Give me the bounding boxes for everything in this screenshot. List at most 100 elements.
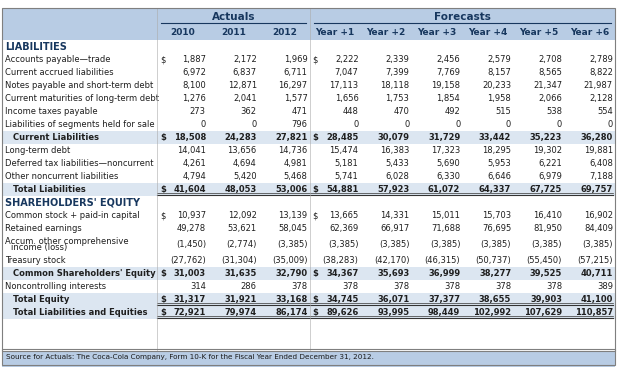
Text: $: $ [160, 295, 166, 304]
Bar [2, 40, 615, 53]
Bar [2, 267, 615, 280]
Text: 2,128: 2,128 [589, 94, 613, 103]
Text: 2,789: 2,789 [589, 55, 613, 64]
Text: Total Equity: Total Equity [13, 295, 69, 304]
Text: 16,383: 16,383 [380, 146, 410, 155]
Text: 17,113: 17,113 [329, 81, 358, 90]
Text: Year +6: Year +6 [570, 28, 609, 37]
Text: 6,646: 6,646 [487, 172, 511, 181]
Text: 8,565: 8,565 [538, 68, 562, 77]
Bar [2, 8, 615, 351]
Text: 8,100: 8,100 [182, 81, 206, 90]
Text: $: $ [160, 133, 166, 142]
Text: 378: 378 [444, 282, 460, 291]
Text: 53,006: 53,006 [275, 185, 308, 194]
Text: 378: 378 [495, 282, 511, 291]
Text: 5,181: 5,181 [335, 159, 358, 168]
Text: (38,283): (38,283) [323, 256, 358, 265]
Text: 110,857: 110,857 [575, 308, 613, 317]
Text: 57,923: 57,923 [377, 185, 410, 194]
Text: 378: 378 [342, 282, 358, 291]
Text: 0: 0 [201, 120, 206, 129]
Bar [2, 196, 615, 209]
Text: Year +2: Year +2 [366, 28, 405, 37]
Text: 0: 0 [608, 120, 613, 129]
Text: (3,385): (3,385) [481, 240, 511, 249]
Text: 67,725: 67,725 [530, 185, 562, 194]
Text: 76,695: 76,695 [482, 224, 511, 233]
Text: 19,302: 19,302 [533, 146, 562, 155]
Text: 492: 492 [445, 107, 460, 116]
Text: (57,215): (57,215) [578, 256, 613, 265]
Bar [2, 349, 615, 365]
Text: 0: 0 [252, 120, 257, 129]
Text: 6,711: 6,711 [284, 68, 308, 77]
Text: 378: 378 [292, 282, 308, 291]
Text: Accum. other comprehensive: Accum. other comprehensive [5, 237, 128, 246]
Text: 58,045: 58,045 [279, 224, 308, 233]
Text: 19,881: 19,881 [584, 146, 613, 155]
Bar [2, 222, 615, 235]
Text: 2011: 2011 [221, 28, 246, 37]
Text: 6,837: 6,837 [233, 68, 257, 77]
Text: 89,626: 89,626 [326, 308, 358, 317]
Bar [2, 235, 615, 254]
Text: $: $ [313, 133, 318, 142]
Text: 7,047: 7,047 [334, 68, 358, 77]
Text: 470: 470 [394, 107, 410, 116]
Text: 273: 273 [190, 107, 206, 116]
Text: $: $ [313, 295, 318, 304]
Text: 34,367: 34,367 [326, 269, 358, 278]
Text: 53,621: 53,621 [228, 224, 257, 233]
Text: 62,369: 62,369 [329, 224, 358, 233]
Text: 41,100: 41,100 [581, 295, 613, 304]
Text: 448: 448 [342, 107, 358, 116]
Text: 38,655: 38,655 [479, 295, 511, 304]
Text: 49,278: 49,278 [176, 224, 206, 233]
Text: Long-term debt: Long-term debt [5, 146, 70, 155]
Text: 16,410: 16,410 [533, 211, 562, 220]
Text: 378: 378 [546, 282, 562, 291]
Bar [2, 131, 615, 144]
Text: Actuals: Actuals [212, 11, 255, 21]
Text: 1,753: 1,753 [386, 94, 410, 103]
Text: Common stock + paid-in capital: Common stock + paid-in capital [5, 211, 139, 220]
Bar [2, 53, 615, 66]
Text: (27,762): (27,762) [170, 256, 206, 265]
Text: Current accrued liabilities: Current accrued liabilities [5, 68, 114, 77]
Text: 14,331: 14,331 [380, 211, 410, 220]
Text: 4,794: 4,794 [182, 172, 206, 181]
Bar [2, 25, 615, 40]
Text: 1,958: 1,958 [487, 94, 511, 103]
Text: (2,774): (2,774) [226, 240, 257, 249]
Text: 515: 515 [495, 107, 511, 116]
Text: 34,745: 34,745 [326, 295, 358, 304]
Text: 16,297: 16,297 [278, 81, 308, 90]
Text: 86,174: 86,174 [275, 308, 308, 317]
Text: SHAREHOLDERS' EQUITY: SHAREHOLDERS' EQUITY [5, 198, 140, 208]
Text: 39,525: 39,525 [530, 269, 562, 278]
Text: Forecasts: Forecasts [434, 11, 491, 21]
Text: 1,887: 1,887 [182, 55, 206, 64]
Text: 107,629: 107,629 [524, 308, 562, 317]
Text: Retained earnings: Retained earnings [5, 224, 81, 233]
Text: Year +3: Year +3 [417, 28, 457, 37]
Text: 93,995: 93,995 [378, 308, 410, 317]
Text: Current maturities of long-term debt: Current maturities of long-term debt [5, 94, 159, 103]
Text: 14,736: 14,736 [278, 146, 308, 155]
Text: 286: 286 [241, 282, 257, 291]
Text: 0: 0 [557, 120, 562, 129]
Text: 8,822: 8,822 [589, 68, 613, 77]
Text: 98,449: 98,449 [428, 308, 460, 317]
Bar [2, 92, 615, 105]
Text: 36,071: 36,071 [377, 295, 410, 304]
Text: 2,041: 2,041 [233, 94, 257, 103]
Text: 2010: 2010 [170, 28, 195, 37]
Text: 6,221: 6,221 [539, 159, 562, 168]
Bar [2, 105, 615, 118]
Text: 2,708: 2,708 [538, 55, 562, 64]
Text: Current Liabilities: Current Liabilities [13, 133, 99, 142]
Text: 13,139: 13,139 [278, 211, 308, 220]
Text: 38,277: 38,277 [479, 269, 511, 278]
Text: 5,468: 5,468 [284, 172, 308, 181]
